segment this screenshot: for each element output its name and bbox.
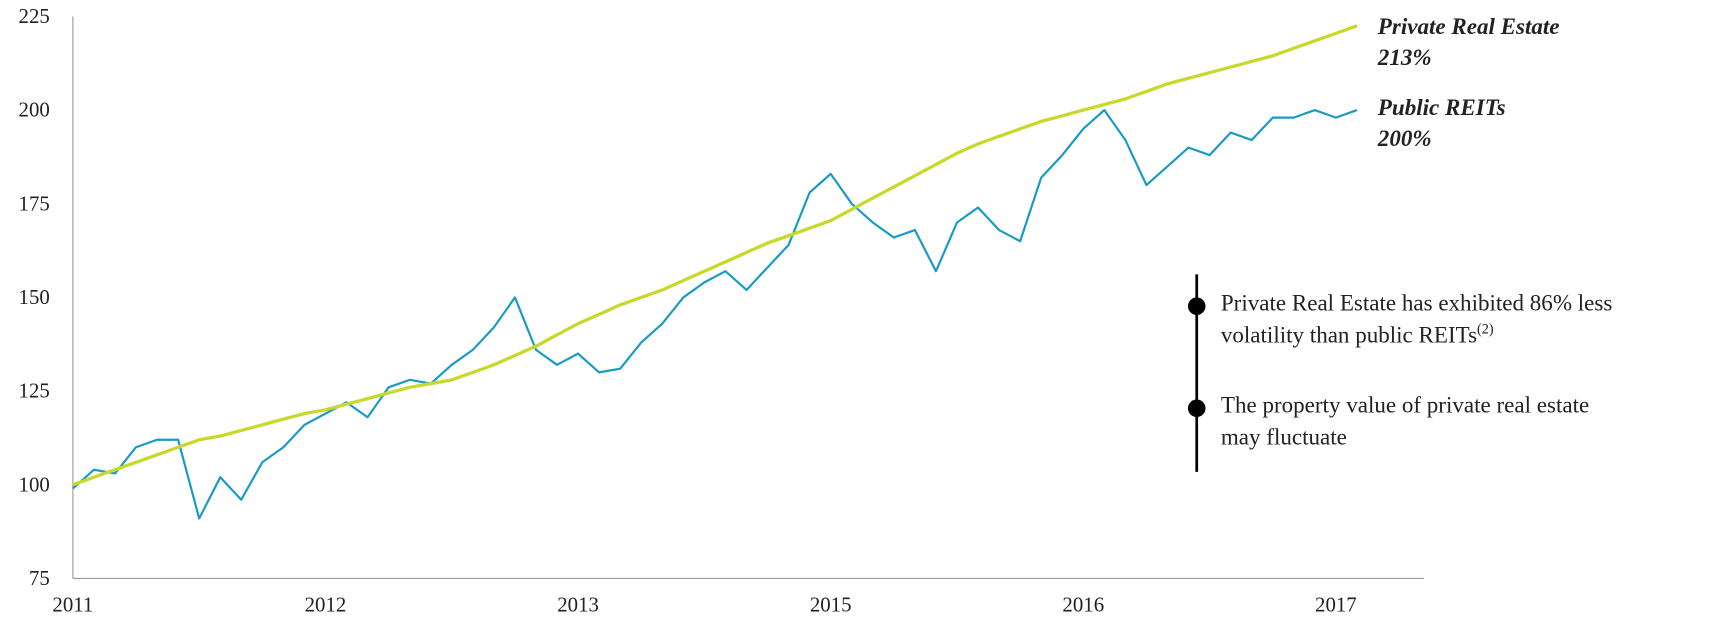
bullet: [1187, 297, 1206, 315]
note-text: volatility than public REITs(2): [1221, 321, 1494, 347]
y-tick-label: 200: [19, 98, 50, 122]
note-text: Private Real Estate has exhibited 86% le…: [1221, 290, 1612, 316]
y-tick-label: 125: [19, 379, 50, 403]
y-tick-label: 100: [19, 472, 50, 496]
y-tick-label: 75: [29, 566, 50, 590]
series-end-label: 213%: [1377, 44, 1432, 70]
note-line: may fluctuate: [1221, 423, 1347, 449]
x-tick-label: 2012: [305, 592, 347, 616]
y-tick-label: 225: [19, 4, 50, 28]
note-text: may fluctuate: [1221, 423, 1347, 449]
note-line: volatility than public REITs: [1221, 321, 1477, 347]
bullet: [1187, 399, 1206, 418]
series-name: Private Real Estate: [1377, 13, 1560, 39]
note-text: The property value of private real estat…: [1221, 392, 1589, 418]
x-tick-label: 2015: [810, 592, 852, 616]
series-name: Public REITs: [1377, 94, 1506, 120]
x-tick-label: 2013: [557, 592, 599, 616]
note-line: Private Real Estate has exhibited 86% le…: [1221, 290, 1612, 316]
x-tick-label: 2011: [52, 592, 93, 616]
y-tick-label: 175: [19, 191, 50, 215]
series-end-label: 200%: [1377, 125, 1432, 151]
note-line: The property value of private real estat…: [1221, 392, 1589, 418]
series-line: [72, 24, 1358, 487]
series-line: [72, 108, 1358, 520]
note-superscript: (2): [1477, 322, 1494, 338]
x-tick-label: 2016: [1062, 592, 1104, 616]
x-tick-label: 2017: [1315, 592, 1357, 616]
y-tick-label: 150: [19, 285, 50, 309]
